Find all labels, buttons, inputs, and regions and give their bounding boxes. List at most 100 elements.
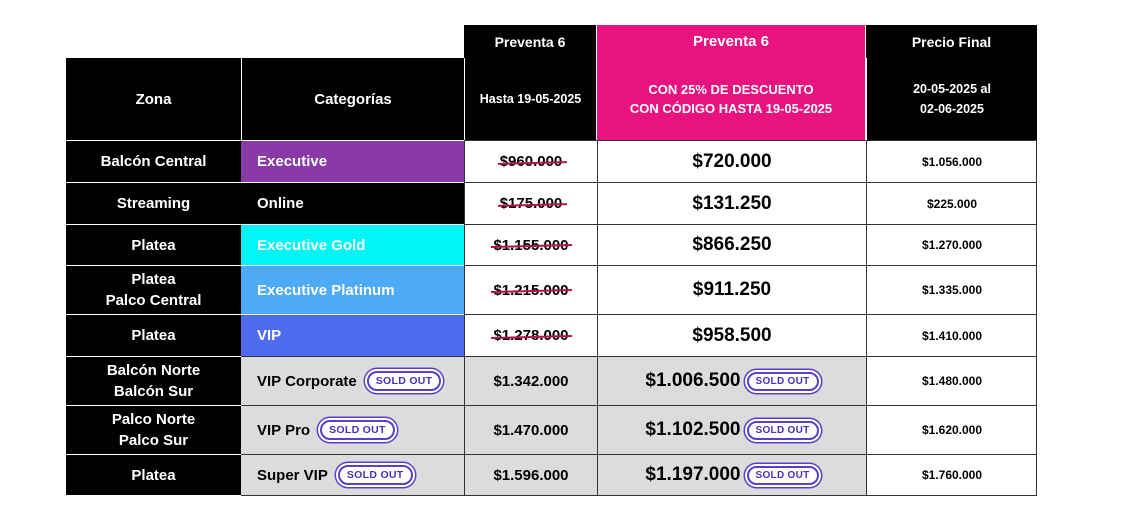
zona-label: Zona xyxy=(135,90,172,108)
category-name: Executive xyxy=(257,153,328,170)
zone-cell: Balcón Norte Balcón Sur xyxy=(66,356,241,405)
zone-cell: Platea xyxy=(66,314,241,356)
final-line2: 02-06-2025 xyxy=(920,102,984,116)
final-price-cell: $1.270.000 xyxy=(866,224,1037,265)
final-date-header: 20-05-2025 al 02-06-2025 xyxy=(866,58,1037,140)
discount-price-cell: $1.102.500 SOLD OUT xyxy=(597,405,866,454)
category-name: VIP Corporate xyxy=(257,372,357,390)
discount-price: $131.250 xyxy=(692,192,772,214)
discount-price: $720.000 xyxy=(692,150,772,172)
precio-final-header: Precio Final xyxy=(866,25,1037,58)
final-price: $1.760.000 xyxy=(921,468,983,482)
descuento-line2: CON CÓDIGO HASTA 19-05-2025 xyxy=(629,101,833,116)
category-name: Online xyxy=(257,195,304,212)
zone-name: Platea xyxy=(131,236,176,254)
final-price: $1.480.000 xyxy=(921,374,983,388)
final-price-cell: $1.410.000 xyxy=(866,314,1037,356)
zone-name: Platea xyxy=(131,466,176,484)
final-price: $1.410.000 xyxy=(921,328,983,343)
sold-out-badge: SOLD OUT xyxy=(746,465,819,485)
preventa-price-struck: $175.000 xyxy=(499,195,563,212)
preventa-price-cell: $1.470.000 xyxy=(464,405,597,454)
preventa-price: $1.470.000 xyxy=(493,421,569,439)
final-price-cell: $225.000 xyxy=(866,182,1037,224)
category-name: Executive Gold xyxy=(257,236,366,254)
zone-name-secondary: Palco Central xyxy=(105,292,202,309)
preventa-pink-label: Preventa 6 xyxy=(693,33,769,50)
category-cell: Executive Gold xyxy=(241,224,464,265)
zone-cell: Palco Norte Palco Sur xyxy=(66,405,241,454)
precio-final-label: Precio Final xyxy=(911,33,992,50)
final-price-cell: $1.480.000 xyxy=(866,356,1037,405)
preventa-price-struck: $1.278.000 xyxy=(493,327,569,344)
final-price-cell: $1.760.000 xyxy=(866,454,1037,495)
categorias-header: Categorías xyxy=(241,58,464,140)
zone-cell: Streaming xyxy=(66,182,241,224)
preventa-price-cell: $1.155.000 xyxy=(464,224,597,265)
preventa-header: Preventa 6 xyxy=(464,25,596,58)
preventa-price-struck: $1.215.000 xyxy=(493,281,569,299)
discount-price: $958.500 xyxy=(692,324,772,346)
zone-cell: Platea xyxy=(66,454,241,495)
discount-price-cell: $958.500 xyxy=(597,314,866,356)
hasta-label: Hasta 19-05-2025 xyxy=(479,92,582,106)
discount-price: $866.250 xyxy=(692,234,772,255)
descuento-header: CON 25% DE DESCUENTO CON CÓDIGO HASTA 19… xyxy=(597,58,865,140)
preventa-price-struck: $960.000 xyxy=(499,153,563,170)
preventa-price-cell: $960.000 xyxy=(464,140,597,182)
descuento-line1: CON 25% DE DESCUENTO xyxy=(648,82,814,97)
discount-price: $1.006.500 xyxy=(645,370,741,391)
preventa-price-cell: $1.342.000 xyxy=(464,356,597,405)
categorias-label: Categorías xyxy=(314,90,392,108)
preventa-price: $1.342.000 xyxy=(493,372,569,390)
preventa-price-cell: $1.278.000 xyxy=(464,314,597,356)
preventa-discount-header: Preventa 6 xyxy=(597,25,865,58)
sold-out-badge: SOLD OUT xyxy=(337,465,413,485)
final-price: $1.270.000 xyxy=(921,238,983,252)
final-price-cell: $1.620.000 xyxy=(866,405,1037,454)
zone-name: Platea xyxy=(131,327,176,344)
zona-header: Zona xyxy=(66,58,241,140)
final-price-cell: $1.056.000 xyxy=(866,140,1037,182)
zone-name-secondary: Palco Sur xyxy=(118,432,189,449)
category-name: Super VIP xyxy=(257,466,328,484)
sold-out-badge: SOLD OUT xyxy=(746,420,819,440)
zone-cell: Balcón Central xyxy=(66,140,241,182)
hasta-header: Hasta 19-05-2025 xyxy=(464,58,596,140)
preventa-price-cell: $1.596.000 xyxy=(464,454,597,495)
category-name: VIP xyxy=(257,327,282,344)
category-cell: VIP xyxy=(241,314,464,356)
zone-name: Palco Norte xyxy=(111,411,196,428)
zone-name: Streaming xyxy=(116,195,191,212)
final-price: $225.000 xyxy=(926,196,978,211)
category-name: Executive Platinum xyxy=(257,281,395,299)
final-price: $1.056.000 xyxy=(921,154,983,169)
zone-name-secondary: Balcón Sur xyxy=(113,383,194,400)
table-bottom-border xyxy=(241,495,1037,496)
discount-price-cell: $866.250 xyxy=(597,224,866,265)
table-right-border xyxy=(1036,140,1037,496)
discount-price: $1.102.500 xyxy=(645,419,741,440)
final-price: $1.335.000 xyxy=(921,283,983,297)
category-cell: Executive Platinum xyxy=(241,265,464,314)
discount-price-cell: $131.250 xyxy=(597,182,866,224)
preventa-price-cell: $1.215.000 xyxy=(464,265,597,314)
category-cell: VIP Corporate SOLD OUT xyxy=(241,356,464,405)
discount-price-cell: $911.250 xyxy=(597,265,866,314)
sold-out-badge: SOLD OUT xyxy=(366,371,442,391)
zone-name: Platea xyxy=(131,271,176,288)
zone-cell: Platea xyxy=(66,224,241,265)
discount-price: $1.197.000 xyxy=(645,464,741,485)
zone-name: Balcón Central xyxy=(100,153,207,170)
final-price-cell: $1.335.000 xyxy=(866,265,1037,314)
category-cell: Super VIP SOLD OUT xyxy=(241,454,464,495)
zone-cell: Platea Palco Central xyxy=(66,265,241,314)
discount-price-cell: $720.000 xyxy=(597,140,866,182)
sold-out-badge: SOLD OUT xyxy=(320,420,395,440)
preventa-price-struck: $1.155.000 xyxy=(493,236,569,254)
category-cell: Executive xyxy=(241,140,464,182)
discount-price-cell: $1.197.000 SOLD OUT xyxy=(597,454,866,495)
preventa-price-cell: $175.000 xyxy=(464,182,597,224)
sold-out-badge: SOLD OUT xyxy=(746,371,819,391)
preventa-price: $1.596.000 xyxy=(493,466,569,484)
